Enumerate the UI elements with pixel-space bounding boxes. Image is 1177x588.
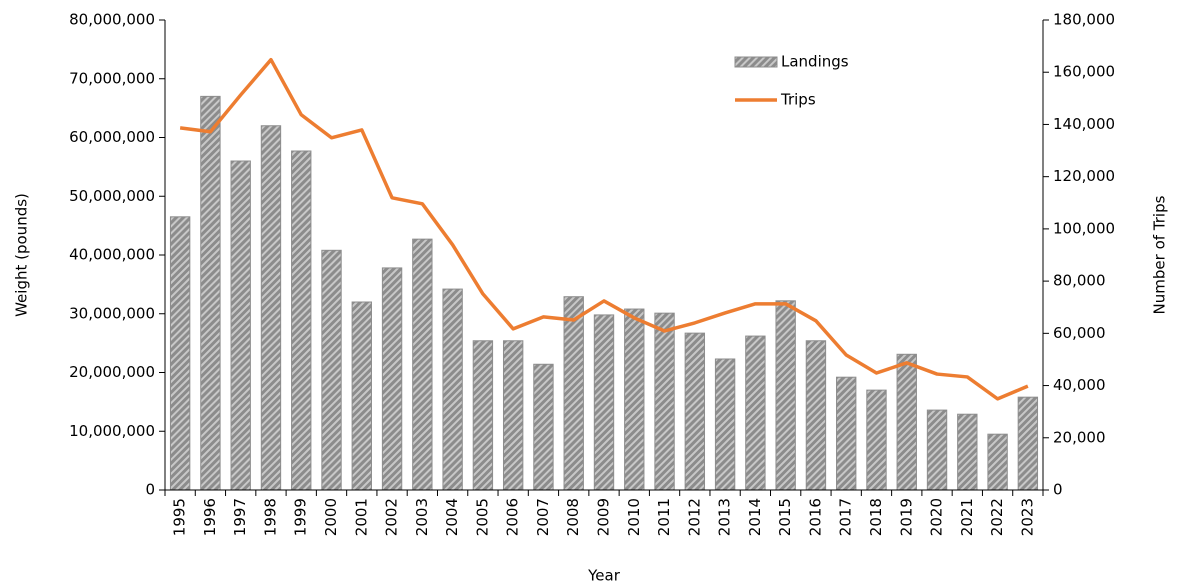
bar (230, 160, 251, 491)
bar (200, 95, 221, 491)
bar (805, 340, 827, 491)
y-tick-label: 80,000,000 (69, 11, 155, 29)
bar (291, 150, 312, 491)
bar (351, 301, 372, 491)
y2-tick-label: 40,000 (1053, 376, 1106, 394)
y-axis-title: Weight (pounds) (13, 193, 31, 317)
x-tick-label: 2022 (988, 498, 1006, 536)
bar (442, 288, 463, 491)
x-tick-label: 2011 (655, 498, 673, 536)
bar (714, 358, 736, 491)
bar (957, 413, 978, 491)
y-tick-label: 50,000,000 (69, 187, 155, 205)
legend-label: Trips (780, 91, 816, 109)
bar (745, 335, 766, 491)
x-tick-label: 2001 (352, 498, 370, 536)
x-tick-label: 2007 (534, 498, 552, 536)
y-tick-label: 0 (145, 481, 155, 499)
y2-axis-title: Number of Trips (1151, 195, 1169, 314)
bar (260, 125, 282, 491)
y2-tick-label: 60,000 (1053, 324, 1106, 342)
x-tick-label: 2019 (897, 498, 915, 536)
bar (169, 216, 191, 491)
x-tick-label: 2012 (685, 498, 703, 536)
x-tick-label: 2008 (564, 498, 582, 536)
y2-tick-label: 160,000 (1053, 63, 1115, 81)
bar (624, 308, 645, 491)
bar (321, 249, 342, 491)
legend-swatch (734, 56, 778, 68)
y-tick-label: 40,000,000 (69, 246, 155, 264)
x-axis-title: Year (587, 567, 621, 585)
bar (775, 300, 796, 491)
x-tick-label: 2005 (473, 498, 491, 536)
y2-tick-label: 0 (1053, 481, 1063, 499)
bar (684, 332, 706, 491)
bar (926, 409, 948, 491)
bar (563, 296, 584, 491)
x-tick-label: 2016 (806, 498, 824, 536)
y-tick-label: 20,000,000 (69, 363, 155, 381)
x-tick-label: 2015 (776, 498, 794, 536)
x-tick-label: 2013 (716, 498, 734, 536)
x-tick-label: 2000 (322, 498, 340, 536)
bar (502, 340, 524, 491)
x-tick-label: 2021 (958, 498, 976, 536)
y-tick-label: 60,000,000 (69, 128, 155, 146)
bar (472, 340, 494, 491)
bar (381, 267, 403, 491)
x-tick-label: 2002 (383, 498, 401, 536)
x-tick-label: 1997 (231, 498, 249, 536)
y-tick-label: 10,000,000 (69, 422, 155, 440)
x-tick-label: 2014 (746, 498, 764, 536)
bar (533, 363, 554, 491)
bar (866, 389, 887, 491)
y2-tick-label: 20,000 (1053, 428, 1106, 446)
x-tick-label: 2018 (867, 498, 885, 536)
y2-tick-label: 180,000 (1053, 11, 1115, 29)
bar (412, 238, 433, 491)
bar (836, 376, 857, 491)
bar (896, 353, 917, 491)
y-tick-label: 70,000,000 (69, 69, 155, 87)
x-tick-label: 2020 (928, 498, 946, 536)
y2-tick-label: 80,000 (1053, 272, 1106, 290)
x-tick-label: 2010 (625, 498, 643, 536)
y2-tick-label: 100,000 (1053, 219, 1115, 237)
x-tick-label: 1996 (201, 498, 219, 536)
x-tick-label: 2006 (504, 498, 522, 536)
x-tick-label: 2003 (413, 498, 431, 536)
x-tick-label: 1999 (292, 498, 310, 536)
y-tick-label: 30,000,000 (69, 304, 155, 322)
x-tick-label: 1995 (171, 498, 189, 536)
bar (987, 433, 1008, 491)
trips-line (179, 57, 1029, 401)
legend-label: Landings (781, 53, 849, 71)
x-tick-label: 2023 (1018, 498, 1036, 536)
bar (1017, 396, 1039, 491)
bar (593, 314, 615, 491)
x-tick-label: 2017 (837, 498, 855, 536)
x-tick-label: 2004 (443, 498, 461, 536)
x-tick-label: 1998 (261, 498, 279, 536)
bar (654, 312, 675, 491)
y2-tick-label: 120,000 (1053, 167, 1115, 185)
x-tick-label: 2009 (595, 498, 613, 536)
y2-tick-label: 140,000 (1053, 115, 1115, 133)
